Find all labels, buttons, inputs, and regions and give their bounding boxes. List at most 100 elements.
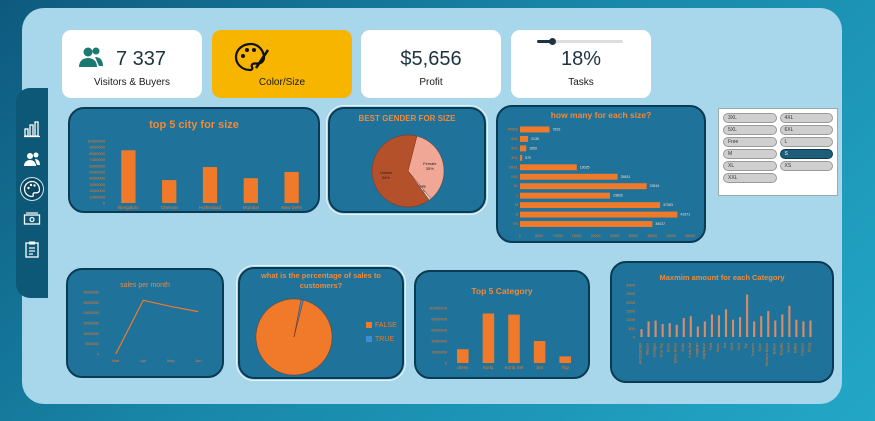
bar: [162, 180, 177, 203]
x-tick-label: New Delhi: [281, 205, 302, 210]
bar: [682, 317, 685, 337]
y-tick-label: 2000: [626, 300, 636, 305]
kpi-profit-card[interactable]: $5,656 Profit: [361, 30, 501, 98]
slicer-item-6xl[interactable]: 6XL: [779, 125, 833, 135]
bar: [703, 321, 706, 337]
kpi-visitors-label: Visitors & Buyers: [94, 77, 170, 88]
y-tick-label: 6000000: [431, 328, 447, 333]
slicer-item-m[interactable]: M: [723, 149, 777, 159]
y-tick-label: 0: [445, 361, 448, 366]
data-label: 570: [525, 156, 531, 160]
sizes-chart: FREE 7816 6XL 2135 5XL 1650 4XL 570 3XXL 15025 XXL…: [508, 126, 695, 238]
x-tick-label: 10000: [553, 234, 563, 238]
slice-pct: 64%: [382, 175, 390, 180]
x-tick-label: Top: [744, 343, 748, 349]
kpi-color-size-card[interactable]: Color/Size: [212, 30, 352, 98]
nav-clipboard-button[interactable]: [21, 238, 43, 260]
slicer-item-s[interactable]: S: [779, 149, 833, 159]
x-tick-label: 30000: [628, 234, 638, 238]
city-chart-panel[interactable]: top 5 city for size 10000000 9000000 80000…: [68, 107, 320, 213]
y-tick-label: 15000000: [83, 322, 99, 326]
x-tick-label: Dupatta: [779, 343, 783, 355]
kpi-visitors-card[interactable]: 7 337 Visitors & Buyers: [62, 30, 202, 98]
x-tick-label: Trousers: [751, 343, 755, 357]
kpi-profit-value: $5,656: [400, 48, 462, 70]
legend-label: FALSE: [375, 322, 397, 329]
bar: [457, 349, 469, 363]
bar: [717, 315, 721, 337]
bar: [508, 314, 520, 363]
gender-chart-panel[interactable]: BEST GENDER FOR SIZE Female35%Male0%Unis…: [326, 105, 488, 215]
x-tick-label: 25000: [610, 234, 620, 238]
nav-cash-button[interactable]: [21, 208, 43, 230]
x-tick-label: dress: [457, 365, 469, 370]
users-icon: [24, 152, 40, 166]
slice-label: Unisex: [380, 170, 392, 175]
bar: [746, 294, 749, 337]
y-tick-label: 5XL: [511, 146, 518, 150]
y-tick-label: 8000000: [431, 317, 447, 322]
tasks-progress-track: [537, 38, 623, 45]
x-tick-label: May: [167, 358, 175, 363]
x-tick-label: 5000: [535, 234, 543, 238]
bar: [243, 178, 258, 203]
slicer-item-4xl[interactable]: 4XL: [779, 113, 833, 123]
slicer-item-free[interactable]: Free: [723, 137, 777, 147]
y-tick-label: 3000: [626, 283, 636, 288]
legend-swatch: [366, 336, 372, 342]
slicer-item-xxl[interactable]: XXL: [723, 173, 777, 183]
x-tick-label: Chennai: [161, 205, 178, 210]
nav-users-button[interactable]: [21, 148, 43, 170]
y-tick-label: 25000000: [83, 301, 99, 305]
slicer-item-5xl[interactable]: 5XL: [723, 125, 777, 135]
bar: [689, 316, 692, 337]
y-tick-label: 5000000: [89, 170, 105, 175]
slice-label: Male: [417, 184, 426, 189]
slicer-item-xs[interactable]: XS: [779, 161, 833, 171]
bar: [739, 317, 742, 337]
x-tick-label: Crop Top: [660, 343, 664, 357]
y-tick-label: XS: [513, 222, 519, 226]
y-tick-label: 1000000: [89, 194, 105, 199]
y-tick-label: 4000000: [431, 339, 447, 344]
percentage-chart-panel[interactable]: what is the percentage of sales to custo…: [236, 265, 406, 381]
bar: [809, 320, 812, 337]
slicer-item-xl[interactable]: XL: [723, 161, 777, 171]
percentage-chart: FALSE TRUE: [255, 298, 397, 376]
bar: [767, 311, 770, 337]
series-line: [115, 299, 199, 355]
kpi-profit-label: Profit: [419, 77, 443, 88]
y-tick-label: 2000000: [89, 188, 105, 193]
bar: [520, 135, 529, 142]
y-tick-label: 0: [103, 201, 106, 206]
bar: [559, 356, 571, 363]
y-tick-label: 6000000: [89, 163, 105, 168]
maxcat-chart-panel[interactable]: Maxmim amount for each Category 3000 2500…: [610, 261, 834, 383]
data-label: 33519: [650, 184, 660, 188]
x-tick-label: Dress: [667, 343, 671, 352]
bar: [520, 211, 678, 218]
kpi-color-size-label: Color/Size: [258, 77, 306, 88]
cash-icon: [23, 212, 41, 225]
bar: [520, 192, 611, 199]
y-tick-label: 3000000: [89, 182, 105, 187]
x-tick-label: Tunic: [758, 343, 762, 352]
slice-label: Female: [423, 161, 437, 166]
bar: [668, 323, 671, 337]
slicer-item-l[interactable]: L: [779, 137, 833, 147]
x-tick-label: Pant: [709, 343, 713, 350]
bar: [520, 126, 550, 133]
sizes-chart-panel[interactable]: how many for each size? FREE 7816 6XL 2135 5…: [496, 105, 706, 243]
nav-palette-button[interactable]: [21, 178, 43, 200]
data-label: 25831: [621, 175, 631, 179]
slicer-item-3xl[interactable]: 3XL: [723, 113, 777, 123]
category-chart-panel[interactable]: Top 5 Category 10000000 8000000 6000000 400…: [414, 270, 590, 379]
bar: [795, 319, 798, 337]
tasks-progress-knob[interactable]: [549, 38, 557, 45]
x-tick-label: Shirt: [730, 343, 734, 350]
data-label: 41671: [680, 213, 690, 217]
nav-chart-button[interactable]: [21, 118, 43, 140]
x-tick-label: Jacket: [786, 343, 790, 353]
kpi-tasks-card[interactable]: 18% Tasks: [511, 30, 651, 98]
monthly-chart-panel[interactable]: sales per month 30000000 25000000 20000000…: [66, 268, 224, 378]
